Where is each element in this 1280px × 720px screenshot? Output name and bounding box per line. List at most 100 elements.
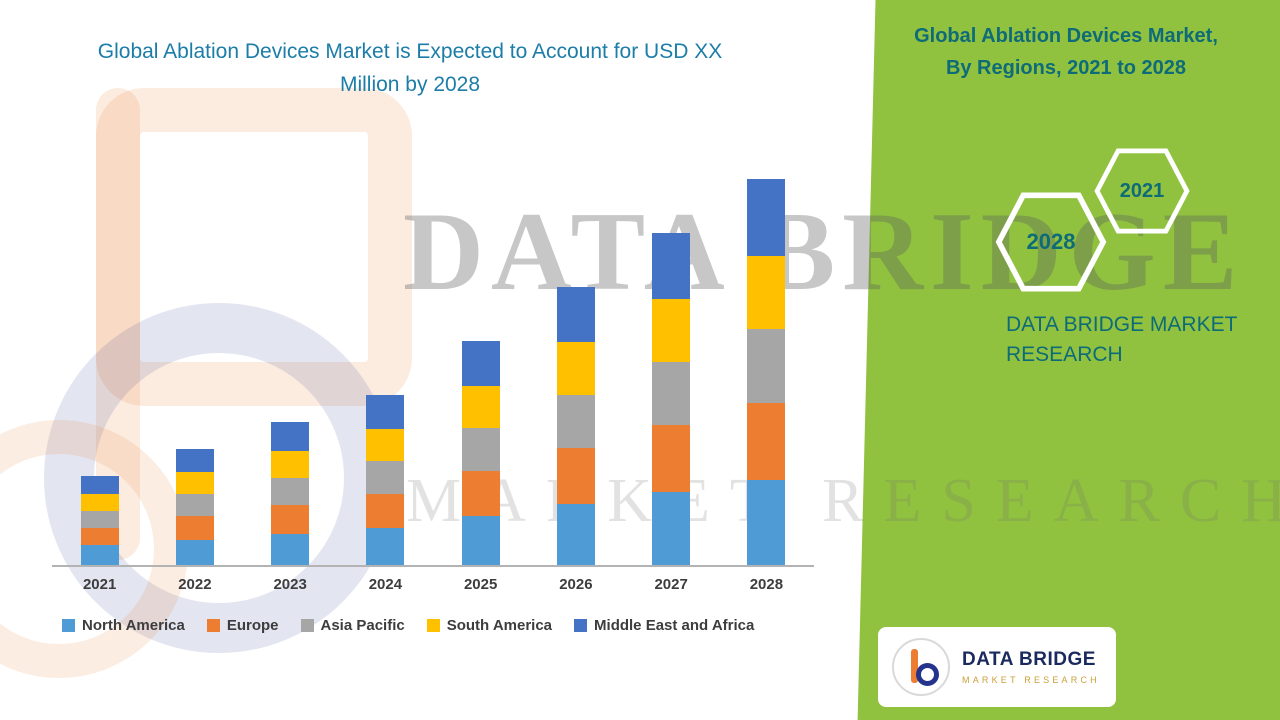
- legend-swatch-icon: [62, 619, 75, 632]
- logo-b-bowl: [916, 663, 939, 686]
- bar-segment-asia-pacific: [271, 478, 310, 506]
- x-axis-labels: 2021 2022 2023 2024 2025 2026 2027 2028: [52, 567, 814, 593]
- logo-text-block: DATA BRIDGE MARKET RESEARCH: [962, 649, 1100, 685]
- bar-segment-asia-pacific: [556, 395, 595, 449]
- bar-segment-middle-east-and-africa: [652, 232, 691, 300]
- x-axis-label: 2026: [559, 576, 593, 593]
- bar-chart: 2021 2022 2023 2024 2025 2026 2027 2028 North A…: [52, 163, 814, 634]
- bar-segment-asia-pacific: [80, 510, 119, 528]
- bar-segment-south-america: [271, 450, 310, 479]
- bar-segment-south-america: [175, 472, 214, 495]
- legend: North America Europe Asia Pacific South Ame…: [52, 617, 814, 634]
- bar-segment-asia-pacific: [461, 428, 500, 471]
- bar-segment-north-america: [366, 527, 405, 565]
- legend-item: South America: [426, 617, 553, 634]
- bar-segment-europe: [175, 516, 214, 540]
- bar-segment-asia-pacific: [175, 494, 214, 517]
- bar-segment-south-america: [652, 299, 691, 363]
- bar-stack: [747, 178, 786, 565]
- bar-segment-north-america: [652, 491, 691, 565]
- bar-column-2025: [433, 340, 528, 565]
- x-axis-label: 2027: [654, 576, 688, 593]
- brand-caption: DATA BRIDGE MARKET RESEARCH: [1006, 313, 1238, 367]
- bar-segment-north-america: [175, 539, 214, 565]
- legend-label: North America: [82, 617, 185, 634]
- bar-column-2026: [528, 286, 623, 565]
- bar-segment-south-america: [366, 428, 405, 461]
- logo-brand-name: DATA BRIDGE: [962, 649, 1096, 670]
- bar-column-2027: [624, 232, 719, 565]
- legend-swatch-icon: [300, 619, 314, 632]
- bar-stack: [556, 286, 595, 565]
- bar-column-2023: [243, 422, 338, 565]
- hexagon-badge-2021: 2021: [1094, 148, 1190, 234]
- hexagon-outline-icon: [1094, 148, 1190, 234]
- bar-column-2024: [338, 394, 433, 565]
- bar-segment-north-america: [80, 545, 119, 565]
- x-axis-label: 2025: [463, 576, 498, 593]
- x-axis-label: 2021: [82, 576, 117, 593]
- legend-swatch-icon: [206, 619, 220, 632]
- bar-segment-north-america: [461, 515, 500, 565]
- hexagon-outline-icon: [995, 192, 1107, 292]
- bar-stack: [461, 340, 500, 565]
- bar-segment-asia-pacific: [747, 329, 786, 403]
- logo-b-stem: [911, 649, 918, 683]
- legend-label: South America: [446, 617, 553, 634]
- bar-column-2021: [52, 475, 147, 565]
- bar-segment-middle-east-and-africa: [366, 394, 405, 429]
- bar-stack: [366, 394, 405, 565]
- bar-segment-south-america: [80, 493, 119, 511]
- hexagon-badge-2028: 2028: [995, 192, 1107, 292]
- right-panel-title: Global Ablation Devices Market, By Regio…: [888, 20, 1244, 84]
- bar-segment-south-america: [556, 342, 595, 396]
- bar-segment-europe: [652, 425, 691, 492]
- bar-segment-europe: [271, 505, 310, 534]
- bar-segment-europe: [556, 448, 595, 504]
- right-panel-title-line2: By Regions, 2021 to 2028: [945, 57, 1187, 79]
- bar-segment-europe: [461, 470, 500, 516]
- legend-item: Middle East and Africa: [574, 617, 754, 634]
- bar-segment-middle-east-and-africa: [556, 286, 595, 343]
- bar-segment-middle-east-and-africa: [80, 475, 119, 494]
- bar-segment-north-america: [556, 503, 595, 565]
- logo-tagline: MARKET RESEARCH: [962, 675, 1100, 685]
- x-axis-label: 2023: [273, 576, 307, 593]
- bar-segment-asia-pacific: [652, 362, 691, 426]
- legend-label: Europe: [226, 617, 279, 634]
- hexagon-year-label: 2028: [1026, 229, 1076, 254]
- x-axis-label: 2024: [368, 576, 403, 593]
- bar-segment-middle-east-and-africa: [175, 449, 214, 473]
- bar-segment-south-america: [461, 385, 500, 429]
- bar-segment-north-america: [747, 480, 786, 565]
- hexagon-year-label: 2021: [1119, 179, 1165, 202]
- bar-column-2028: [719, 178, 814, 565]
- bar-stack: [175, 449, 214, 565]
- bar-segment-europe: [366, 493, 405, 528]
- bar-segment-europe: [747, 402, 786, 480]
- legend-item: Asia Pacific: [300, 617, 405, 634]
- right-panel-title-line1: Global Ablation Devices Market,: [914, 25, 1218, 47]
- databridge-logo-icon: [892, 638, 950, 696]
- bar-segment-south-america: [747, 255, 786, 330]
- chart-title: Global Ablation Devices Market is Expect…: [97, 40, 723, 96]
- bar-stack: [652, 232, 691, 565]
- bar-column-2022: [147, 449, 242, 565]
- bar-segment-middle-east-and-africa: [271, 422, 310, 451]
- bar-segment-middle-east-and-africa: [747, 178, 786, 256]
- x-axis-label: 2022: [178, 576, 212, 593]
- bar-stack: [271, 422, 310, 565]
- bar-stack: [80, 475, 119, 565]
- bar-segment-middle-east-and-africa: [461, 340, 500, 386]
- legend-swatch-icon: [426, 619, 440, 632]
- legend-swatch-icon: [574, 619, 588, 632]
- bar-segment-north-america: [271, 533, 310, 565]
- legend-label: Middle East and Africa: [594, 617, 755, 634]
- databridge-logo-card: DATA BRIDGE MARKET RESEARCH: [878, 627, 1116, 707]
- bar-segment-europe: [80, 527, 119, 546]
- plot-area: [52, 163, 814, 567]
- x-axis-label: 2028: [749, 576, 784, 593]
- legend-item: North America: [62, 617, 185, 634]
